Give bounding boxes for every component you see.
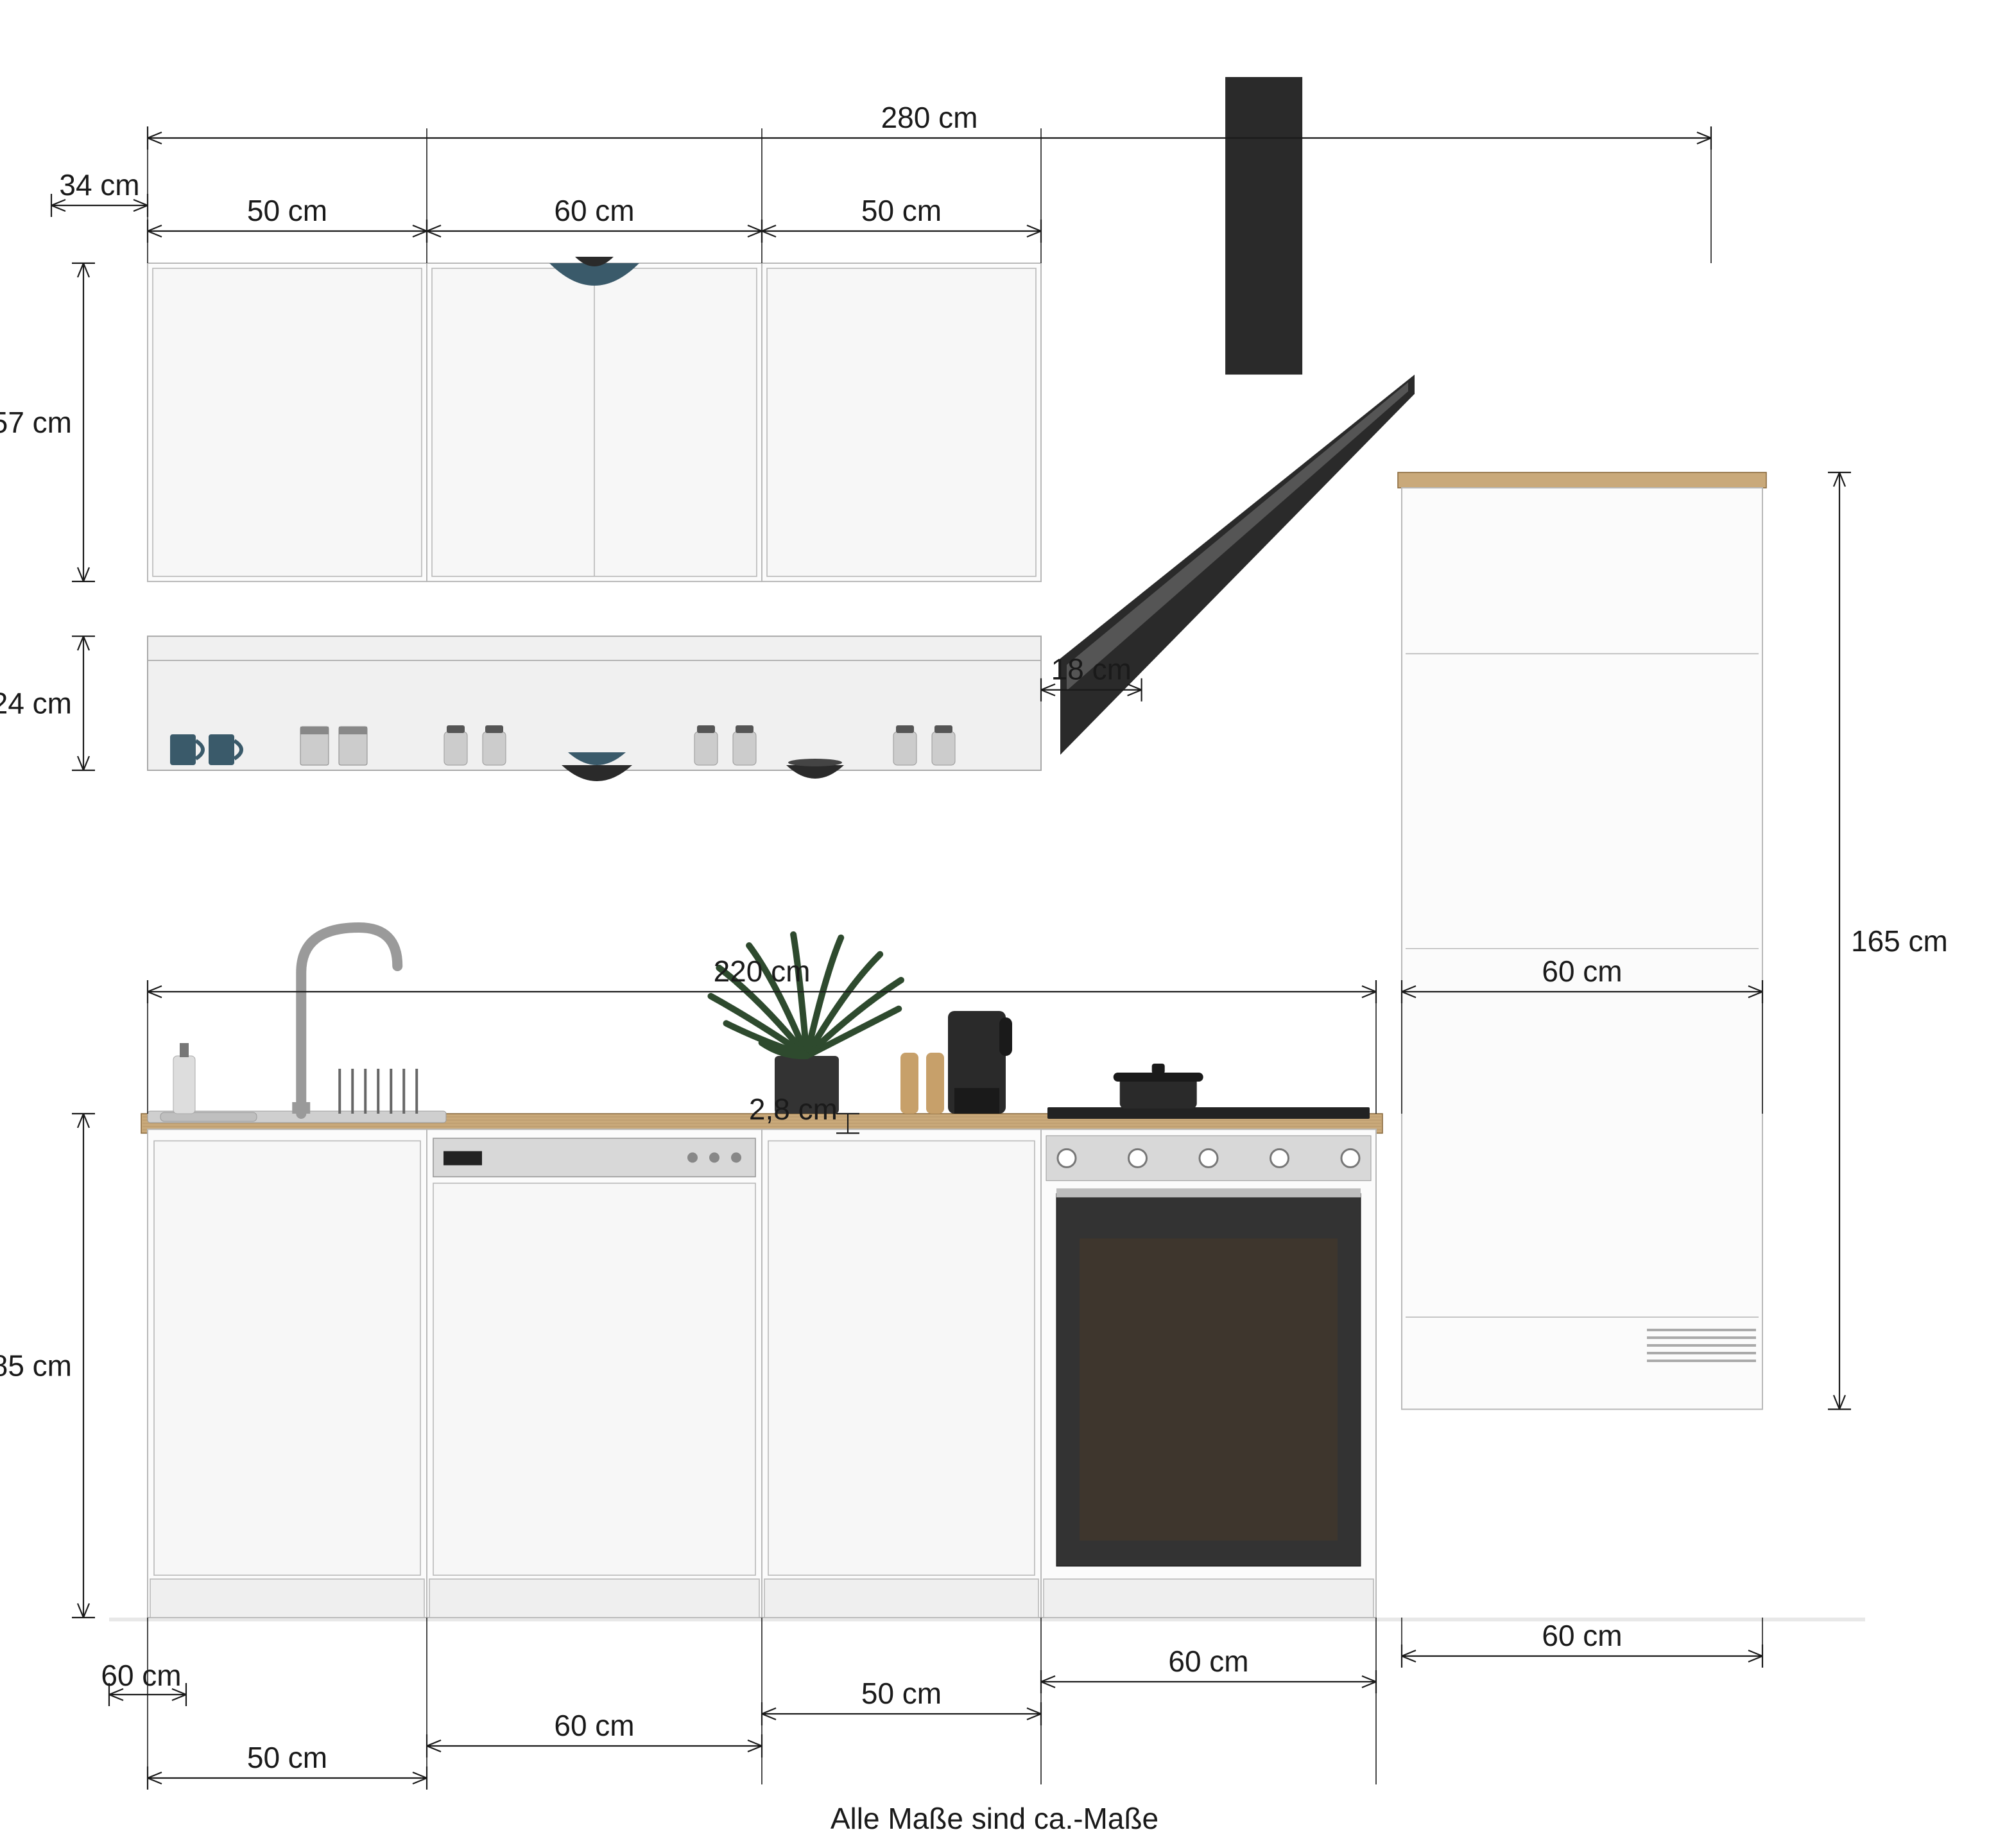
svg-text:50 cm: 50 cm — [861, 1677, 942, 1710]
upper-cabinet — [762, 263, 1041, 582]
hood-chimney — [1225, 77, 1302, 375]
svg-text:60 cm: 60 cm — [554, 1709, 634, 1742]
svg-text:50 cm: 50 cm — [247, 1741, 327, 1774]
svg-text:60 cm: 60 cm — [1542, 954, 1622, 988]
svg-text:50 cm: 50 cm — [861, 194, 942, 227]
hob — [1047, 1107, 1370, 1119]
svg-text:220 cm: 220 cm — [714, 954, 811, 988]
svg-text:165 cm: 165 cm — [1851, 924, 1948, 958]
upper-cabinet — [148, 263, 427, 582]
base-cabinet — [148, 1129, 427, 1618]
svg-text:60 cm: 60 cm — [1542, 1619, 1622, 1652]
svg-text:60 cm: 60 cm — [554, 194, 634, 227]
caption: Alle Maße sind ca.-Maße — [831, 1802, 1158, 1835]
svg-text:50 cm: 50 cm — [247, 194, 327, 227]
svg-text:60 cm: 60 cm — [1168, 1645, 1248, 1678]
svg-text:280 cm: 280 cm — [881, 101, 978, 134]
svg-text:2,8 cm: 2,8 cm — [749, 1092, 838, 1126]
kitchen-dimension-diagram: 280 cm 34 cm 50 cm 60 cm 50 cm 57 cm 24 cm 18 c… — [0, 0, 1989, 1848]
base-cabinet — [1041, 1129, 1376, 1618]
svg-text:60 cm: 60 cm — [101, 1659, 181, 1692]
base-cabinet — [762, 1129, 1041, 1618]
svg-text:57 cm: 57 cm — [0, 406, 72, 439]
faucet — [301, 928, 397, 1114]
svg-text:85 cm: 85 cm — [0, 1349, 72, 1383]
base-cabinet — [427, 1129, 762, 1618]
svg-text:34 cm: 34 cm — [59, 168, 139, 202]
svg-text:24 cm: 24 cm — [0, 687, 72, 720]
svg-text:18 cm: 18 cm — [1051, 653, 1132, 686]
